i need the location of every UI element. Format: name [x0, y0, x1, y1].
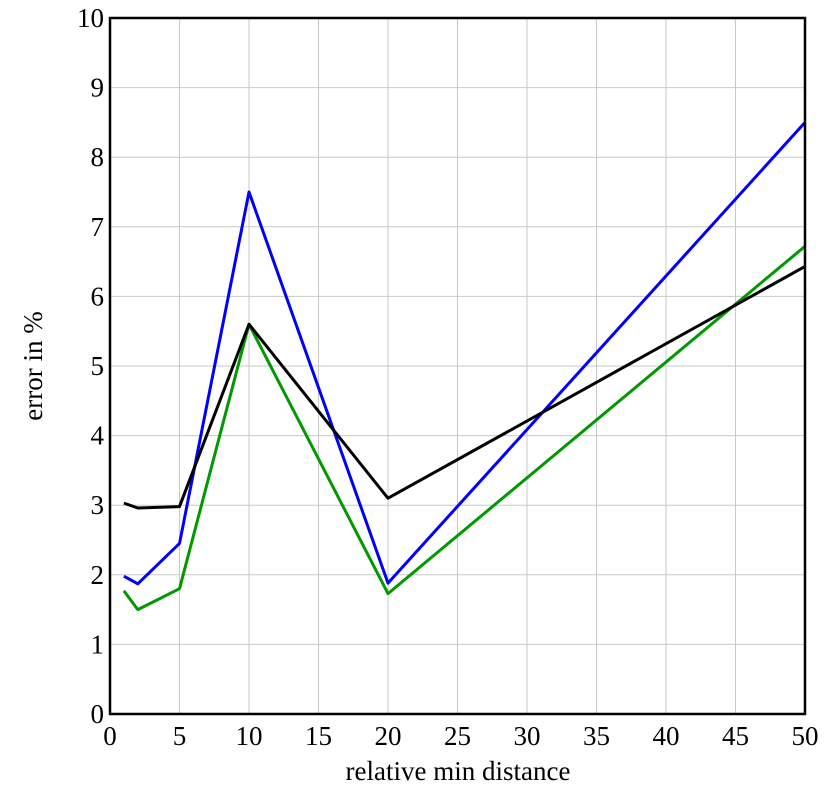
y-tick-label: 5 [91, 351, 105, 381]
x-tick-label: 5 [173, 721, 187, 751]
x-tick-label: 35 [583, 721, 610, 751]
y-tick-label: 4 [91, 421, 105, 451]
y-tick-label: 10 [77, 3, 104, 33]
x-tick-label: 25 [444, 721, 471, 751]
x-tick-label: 10 [236, 721, 263, 751]
y-tick-label: 7 [91, 212, 105, 242]
y-axis-label: error in % [18, 311, 48, 420]
y-tick-label: 2 [91, 560, 105, 590]
x-tick-label: 50 [792, 721, 819, 751]
plot-frame [108, 16, 807, 716]
x-tick-label: 40 [653, 721, 680, 751]
y-tick-label: 6 [91, 281, 105, 311]
x-axis-label: relative min distance [346, 756, 571, 786]
x-tick-label: 20 [375, 721, 402, 751]
y-tick-label: 8 [91, 142, 105, 172]
y-tick-label: 0 [91, 699, 105, 729]
y-tick-label: 1 [91, 629, 105, 659]
data-line [122, 245, 806, 612]
data-line [123, 265, 806, 510]
x-tick-label: 45 [722, 721, 749, 751]
data-line [123, 121, 807, 586]
y-tick-label: 3 [91, 490, 105, 520]
x-tick-label: 30 [514, 721, 541, 751]
x-tick-label: 0 [103, 721, 117, 751]
y-tick-label: 9 [91, 73, 105, 103]
x-tick-label: 15 [305, 721, 332, 751]
